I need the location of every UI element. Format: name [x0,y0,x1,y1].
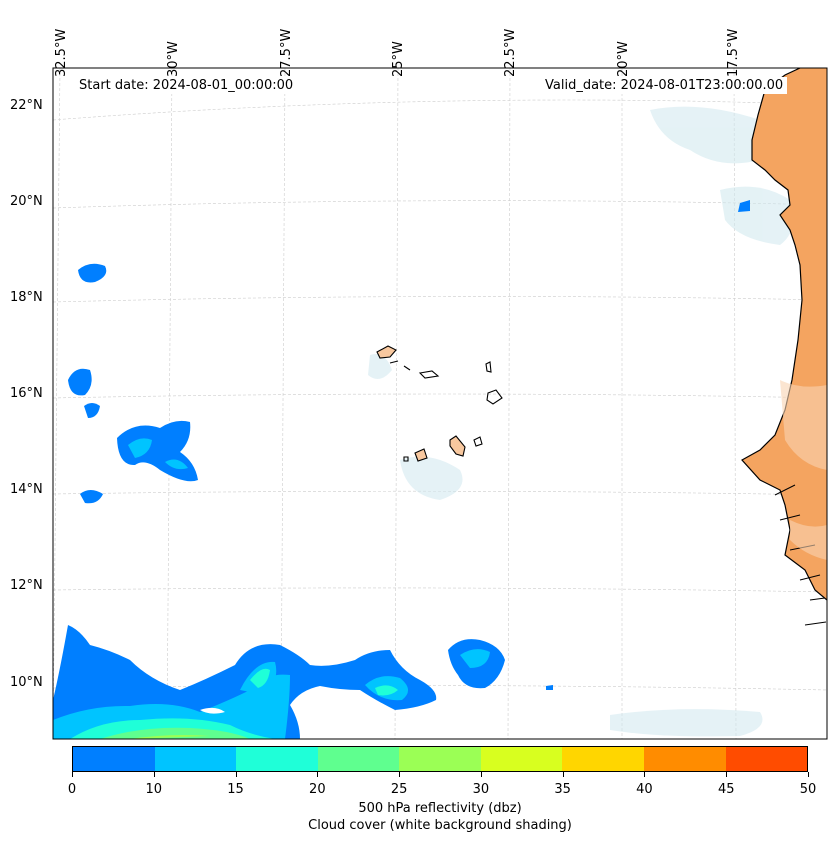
reflectivity-field [53,200,750,739]
colorbar-tick-mark [72,772,73,777]
colorbar-tick-mark [153,772,155,777]
lat-label: 16°N [10,386,43,401]
colorbar-segment [725,747,808,771]
lon-label: 30°W [166,41,181,77]
lon-label: 32.5°W [54,28,69,77]
colorbar-sublabel: Cloud cover (white background shading) [308,818,572,833]
valid-date-label: Valid_date: 2024-08-01T23:00:00.00 [541,77,788,94]
colorbar-segment [480,747,563,771]
colorbar-tick-mark [726,772,728,777]
colorbar-segment [154,747,237,771]
lat-label: 18°N [10,290,43,305]
colorbar-tick-label: 45 [717,782,735,797]
colorbar [72,746,808,772]
colorbar-tick-label: 40 [636,782,653,797]
colorbar-segment [236,747,318,771]
colorbar-segment [643,747,726,771]
colorbar-tick-label: 20 [309,782,326,797]
colorbar-tick-mark [317,772,319,777]
colorbar-tick-mark [562,772,564,777]
cape-verde-islands [376,345,503,462]
colorbar-tick-label: 35 [554,782,571,797]
lon-label: 22.5°W [503,28,518,77]
colorbar-segment [73,747,155,771]
lat-label: 12°N [10,578,43,593]
lat-label: 10°N [10,675,43,690]
colorbar-tick-label: 15 [227,782,244,797]
colorbar-segment [562,747,644,771]
colorbar-tick-mark [235,772,237,777]
colorbar-tick-mark [808,772,809,777]
start-date-label: Start date: 2024-08-01_00:00:00 [75,77,298,94]
lat-label: 20°N [10,194,43,209]
lat-label: 14°N [10,482,43,497]
colorbar-tick-label: 30 [472,782,490,797]
cloud-cover-shading [368,106,794,737]
coastline [741,68,827,601]
lon-label: 20°W [616,41,631,77]
land-warm-shading [780,380,827,560]
lon-label: 17.5°W [726,28,741,77]
lon-label: 25°W [391,41,406,77]
colorbar-tick-label: 10 [145,782,163,797]
colorbar-tick-label: 0 [67,782,77,797]
colorbar-label: 500 hPa reflectivity (dbz) [358,801,522,816]
map-frame [52,67,828,740]
colorbar-tick-mark [399,772,401,777]
colorbar-segment [399,747,481,771]
gridlines [53,68,827,739]
colorbar-tick-mark [644,772,646,777]
lon-label: 27.5°W [279,28,294,77]
colorbar-tick-label: 50 [799,782,817,797]
colorbar-tick-mark [480,772,482,777]
lat-label: 22°N [10,98,43,113]
colorbar-tick-label: 25 [390,782,408,797]
colorbar-segment [317,747,400,771]
